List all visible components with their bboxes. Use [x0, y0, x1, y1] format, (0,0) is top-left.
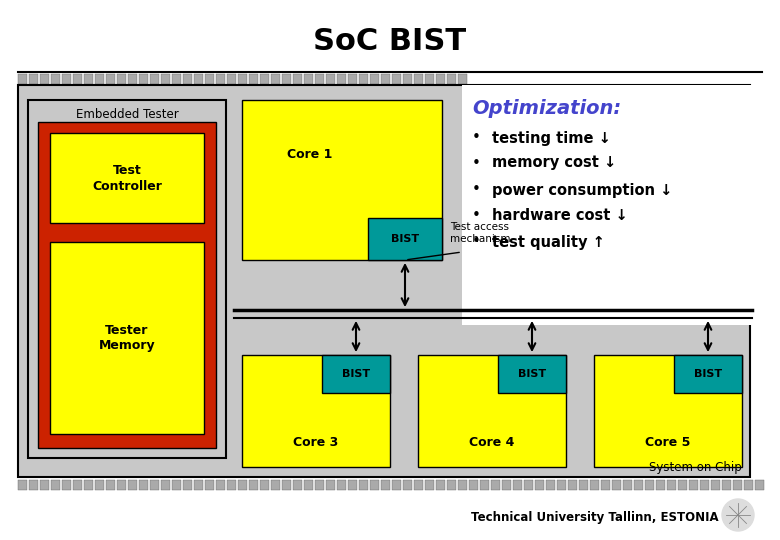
Bar — [594, 355, 742, 467]
Text: Tester
Memory: Tester Memory — [99, 323, 155, 353]
Bar — [678, 480, 687, 490]
Bar — [150, 480, 159, 490]
Text: Embedded Tester: Embedded Tester — [76, 109, 179, 122]
Bar — [370, 74, 379, 84]
Bar — [150, 74, 159, 84]
Bar — [40, 74, 49, 84]
Text: BIST: BIST — [694, 369, 722, 379]
Bar — [414, 74, 423, 84]
Bar — [418, 355, 566, 467]
Bar — [601, 480, 610, 490]
Bar — [304, 480, 313, 490]
Bar — [392, 74, 401, 84]
Bar — [403, 480, 412, 490]
Bar — [62, 74, 71, 84]
Bar — [502, 480, 511, 490]
Bar — [744, 480, 753, 490]
Bar — [18, 74, 27, 84]
Bar — [40, 480, 49, 490]
Text: •: • — [472, 183, 481, 198]
Bar — [227, 480, 236, 490]
Bar — [326, 74, 335, 84]
Text: BIST: BIST — [518, 369, 546, 379]
Bar — [491, 480, 500, 490]
Bar — [194, 74, 203, 84]
Bar — [359, 74, 368, 84]
Text: •: • — [472, 234, 481, 249]
Text: •: • — [472, 131, 481, 145]
Bar — [315, 74, 324, 84]
Bar — [458, 480, 467, 490]
Text: BIST: BIST — [391, 234, 419, 244]
Bar — [645, 480, 654, 490]
Bar — [755, 480, 764, 490]
Bar — [462, 85, 762, 325]
Text: testing time ↓: testing time ↓ — [492, 131, 611, 145]
Bar — [172, 74, 181, 84]
Text: SoC BIST: SoC BIST — [314, 28, 466, 57]
Bar — [50, 242, 204, 434]
Text: •: • — [472, 207, 481, 222]
Bar — [535, 480, 544, 490]
Bar — [469, 480, 478, 490]
Bar — [271, 480, 280, 490]
Bar — [722, 480, 731, 490]
Bar — [106, 480, 115, 490]
Bar — [568, 480, 577, 490]
Bar — [447, 74, 456, 84]
Bar — [95, 74, 104, 84]
Bar — [381, 74, 390, 84]
Bar — [249, 480, 258, 490]
Bar — [51, 74, 60, 84]
Bar — [381, 480, 390, 490]
Bar — [73, 480, 82, 490]
Bar — [579, 480, 588, 490]
Bar — [117, 74, 126, 84]
Bar — [623, 480, 632, 490]
Bar — [674, 355, 742, 393]
Bar — [403, 74, 412, 84]
Bar — [524, 480, 533, 490]
Text: •: • — [472, 156, 481, 171]
Bar — [447, 480, 456, 490]
Bar — [689, 480, 698, 490]
Text: memory cost ↓: memory cost ↓ — [492, 156, 616, 171]
Bar — [326, 480, 335, 490]
Bar — [28, 100, 226, 458]
Bar — [337, 480, 346, 490]
Bar — [700, 480, 709, 490]
Bar — [260, 74, 269, 84]
Bar — [425, 480, 434, 490]
Bar — [282, 74, 291, 84]
Bar — [205, 480, 214, 490]
Text: Core 1: Core 1 — [287, 148, 333, 161]
Circle shape — [722, 499, 754, 531]
Bar — [183, 74, 192, 84]
Bar — [139, 74, 148, 84]
Bar — [128, 74, 137, 84]
Bar — [161, 480, 170, 490]
Bar — [238, 480, 247, 490]
Bar — [293, 74, 302, 84]
Bar — [238, 74, 247, 84]
Bar — [18, 480, 27, 490]
Bar — [216, 74, 225, 84]
Bar — [315, 480, 324, 490]
Bar — [29, 480, 38, 490]
Bar — [18, 85, 750, 477]
Bar — [84, 74, 93, 84]
Bar — [480, 480, 489, 490]
Bar — [106, 74, 115, 84]
Bar — [117, 480, 126, 490]
Bar — [634, 480, 643, 490]
Bar — [436, 480, 445, 490]
Bar — [498, 355, 566, 393]
Text: Core 4: Core 4 — [470, 435, 515, 449]
Bar — [337, 74, 346, 84]
Text: Optimization:: Optimization: — [472, 98, 621, 118]
Bar — [436, 74, 445, 84]
Bar — [62, 480, 71, 490]
Bar — [293, 480, 302, 490]
Bar — [348, 480, 357, 490]
